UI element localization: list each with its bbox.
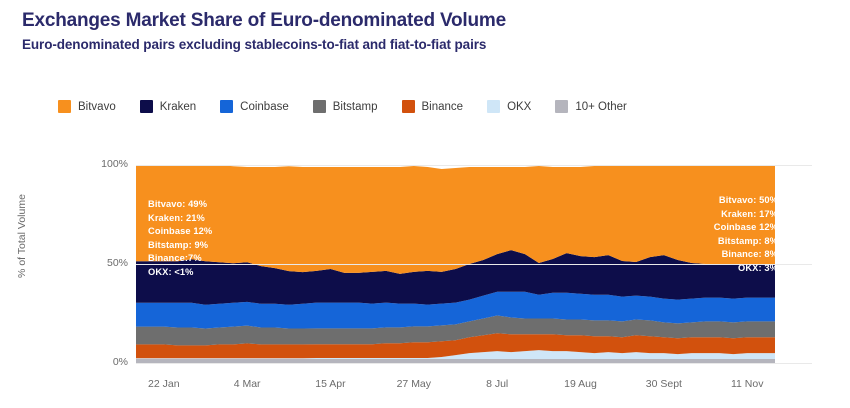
legend-item-binance[interactable]: Binance <box>401 100 464 113</box>
legend-swatch-icon <box>312 100 326 113</box>
legend-item-label: Binance <box>421 100 464 113</box>
annotation-left: Bitvavo: 49% Kraken: 21% Coinbase 12% Bitst… <box>148 198 212 280</box>
legend-item-kraken[interactable]: Kraken <box>139 100 197 113</box>
legend-item-label: Bitvavo <box>78 100 116 113</box>
annotation-line: Bitvavo: 50% <box>718 195 778 205</box>
area-series-bitstamp <box>136 315 775 346</box>
page-subtitle: Euro-denominated pairs excluding stablec… <box>22 37 487 52</box>
page-title: Exchanges Market Share of Euro-denominat… <box>22 10 506 31</box>
x-tick-label: 15 Apr <box>315 378 346 390</box>
annotation-line: Coinbase 12% <box>148 226 213 237</box>
legend-item-label: OKX <box>507 100 532 113</box>
chart-legend: Bitvavo Kraken Coinbase Bitstamp Binance OKX 1… <box>58 100 651 113</box>
gridline <box>136 165 812 166</box>
legend-item-bitstamp[interactable]: Bitstamp <box>312 100 378 113</box>
x-tick-label: 22 Jan <box>148 378 180 390</box>
legend-item-label: Kraken <box>159 100 197 113</box>
y-tick-label: 100% <box>101 158 128 170</box>
y-tick-label: 0% <box>112 356 128 368</box>
chart-header: Exchanges Market Share of Euro-denominat… <box>22 10 822 53</box>
legend-item-label: Bitstamp <box>332 100 378 113</box>
annotation-line: Bitstamp: 9% <box>148 239 209 250</box>
area-series-10-other <box>136 359 775 363</box>
annotation-right: Bitvavo: 50% Kraken: 17% Coinbase 12% Bitst… <box>690 194 778 276</box>
legend-item-coinbase[interactable]: Coinbase <box>220 100 289 113</box>
gridline <box>136 264 812 265</box>
x-tick-label: 8 Jul <box>486 378 509 390</box>
legend-swatch-icon <box>401 100 415 113</box>
legend-swatch-icon <box>58 100 71 113</box>
annotation-line: Kraken: 17% <box>721 208 778 219</box>
area-series-coinbase <box>136 291 775 329</box>
annotation-line: OKX: 3% <box>738 262 778 273</box>
area-series-kraken <box>136 250 775 305</box>
y-axis-title: % of Total Volume <box>16 194 28 278</box>
x-tick-label: 4 Mar <box>233 378 261 390</box>
annotation-line: Binance:7% <box>148 253 202 264</box>
legend-swatch-icon <box>139 100 153 113</box>
annotation-line: OKX: <1% <box>148 266 194 277</box>
legend-item-bitvavo[interactable]: Bitvavo <box>58 100 116 113</box>
legend-swatch-icon <box>487 100 501 113</box>
area-series-bitvavo <box>136 165 775 274</box>
annotation-line: Kraken: 21% <box>148 212 205 223</box>
annotation-line: Bitstamp: 8% <box>717 235 778 246</box>
area-series-okx <box>136 350 775 360</box>
annotation-line: Coinbase 12% <box>713 222 778 233</box>
area-series-binance <box>136 333 775 359</box>
x-tick-label: 30 Sept <box>645 378 682 390</box>
legend-swatch-icon <box>220 100 234 113</box>
legend-swatch-icon <box>555 100 569 113</box>
x-tick-label: 27 May <box>396 378 432 390</box>
x-tick-label: 11 Nov <box>730 378 764 390</box>
x-tick-label: 19 Aug <box>564 378 597 390</box>
y-tick-label: 50% <box>106 257 128 269</box>
gridline <box>136 363 812 364</box>
legend-item-label: 10+ Other <box>575 100 627 113</box>
annotation-line: Bitvavo: 49% <box>148 199 208 209</box>
annotation-line: Binance: 8% <box>721 249 778 260</box>
legend-item-10-other[interactable]: 10+ Other <box>555 100 627 113</box>
legend-item-label: Coinbase <box>240 100 289 113</box>
legend-item-okx[interactable]: OKX <box>487 100 531 113</box>
